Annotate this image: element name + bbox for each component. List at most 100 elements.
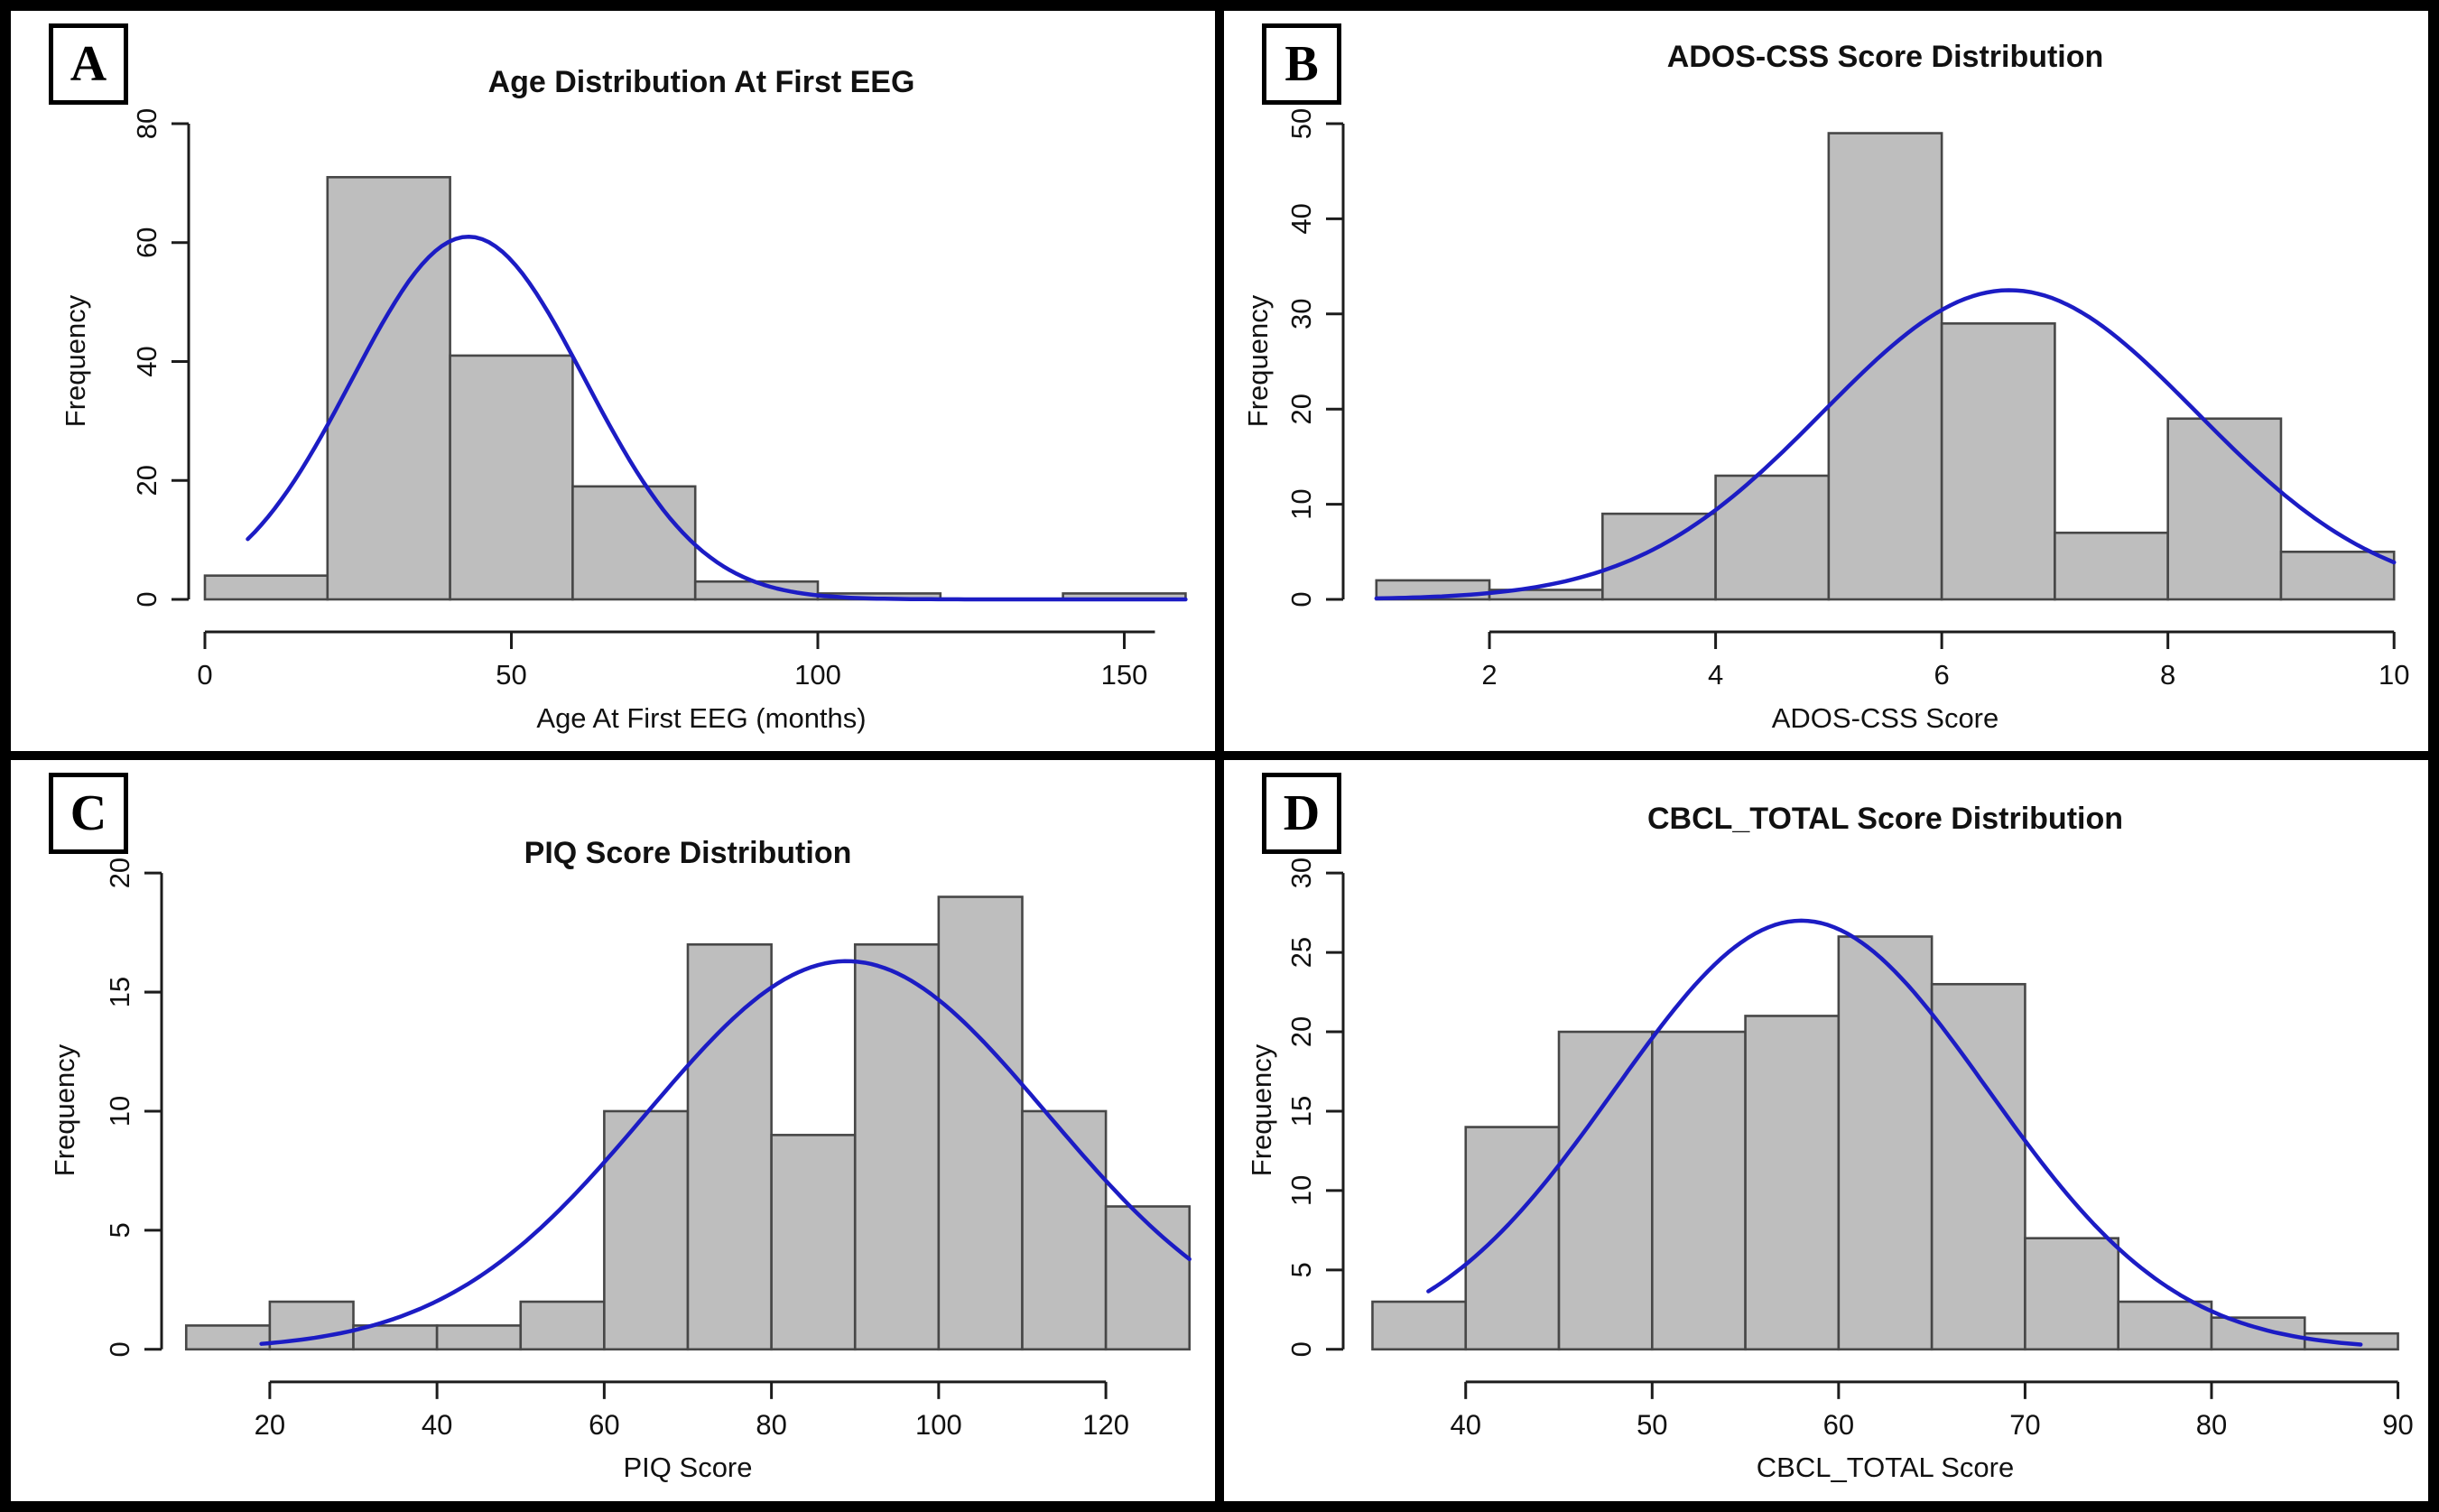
panel-letter: C	[70, 785, 107, 841]
y-tick-label: 60	[131, 227, 162, 258]
y-tick-label: 30	[1285, 299, 1317, 329]
y-tick-label: 40	[131, 346, 162, 376]
histogram-plot: 0 10 20 30 40 50 2 4 6 8 10	[1285, 108, 2409, 691]
histogram-bar	[1930, 982, 2026, 1351]
y-tick-label: 10	[104, 1096, 135, 1127]
x-tick-label: 120	[1082, 1409, 1129, 1441]
normal-curve	[1426, 918, 2363, 1347]
y-tick-label: 25	[1285, 937, 1317, 969]
histogram-bar	[937, 895, 1024, 1351]
normal-curve	[1374, 288, 2397, 601]
normal-curve	[246, 234, 1188, 602]
y-tick-label: 50	[1285, 108, 1317, 139]
histogram-bar	[1021, 1109, 1108, 1351]
y-tick-label: 20	[131, 465, 162, 496]
y-tick-label: 30	[1285, 858, 1317, 889]
histogram-bar	[770, 1134, 857, 1351]
x-tick-label: 50	[496, 659, 526, 691]
histogram-bar	[449, 354, 574, 601]
y-tick-label: 10	[1285, 1175, 1317, 1207]
histogram-bar	[1371, 1300, 1468, 1351]
y-tick-label: 40	[1285, 203, 1317, 234]
histogram-bar	[184, 1324, 272, 1351]
histogram-bar	[519, 1300, 606, 1351]
x-tick-label: 60	[1823, 1409, 1854, 1441]
x-tick-label: 40	[422, 1409, 452, 1441]
chart-title: ADOS-CSS Score Distribution	[1666, 40, 2104, 74]
x-tick-label: 90	[2382, 1409, 2413, 1441]
histogram-bar	[1601, 512, 1717, 601]
panel-letter-box: D	[1262, 773, 1341, 854]
panel-c: C PIQ Score Distribution Frequency PIQ S…	[11, 760, 1215, 1501]
chart-title: Age Distribution At First EEG	[487, 65, 915, 99]
y-tick-label: 20	[1285, 394, 1317, 424]
histogram-bar	[203, 574, 329, 601]
x-tick-label: 4	[1708, 659, 1723, 691]
y-tick-label: 15	[1285, 1096, 1317, 1127]
x-tick-label: 80	[756, 1409, 786, 1441]
histogram-bar	[2166, 417, 2283, 601]
x-axis-label: ADOS-CSS Score	[1771, 702, 1999, 734]
panel-letter-box: A	[49, 23, 128, 105]
panel-letter: B	[1284, 36, 1319, 92]
panel-letter: D	[1283, 785, 1321, 841]
histogram-bar	[1464, 1126, 1561, 1351]
panel-letter: A	[70, 36, 107, 92]
histogram-bar	[1557, 1030, 1654, 1351]
histogram-bar	[686, 942, 773, 1351]
y-tick-label: 20	[104, 858, 135, 889]
histogram-bar	[1104, 1205, 1192, 1351]
x-tick-label: 60	[589, 1409, 619, 1441]
y-tick-label: 0	[131, 591, 162, 607]
x-axis-label: PIQ Score	[623, 1452, 753, 1483]
x-tick-label: 2	[1481, 659, 1497, 691]
histogram-bar	[1827, 132, 1943, 601]
x-axis-label: Age At First EEG (months)	[536, 702, 867, 734]
normal-curve	[259, 959, 1192, 1346]
x-tick-label: 20	[255, 1409, 285, 1441]
y-tick-label: 10	[1285, 488, 1317, 519]
histogram-bar	[2117, 1300, 2213, 1351]
y-tick-label: 5	[104, 1222, 135, 1238]
histogram-bar	[2024, 1237, 2120, 1351]
histogram-bar	[2054, 531, 2169, 601]
histogram-bar	[2279, 550, 2396, 601]
histogram-bar	[435, 1324, 523, 1351]
histogram-plot: 0 5 10 15 20 25 30 40 50 60 70 80 90	[1285, 858, 2414, 1441]
y-tick-label: 20	[1285, 1016, 1317, 1048]
x-tick-label: 100	[915, 1409, 962, 1441]
x-tick-label: 40	[1451, 1409, 1481, 1441]
panel-letter-box: C	[49, 773, 128, 854]
histogram-bar	[1940, 322, 2056, 601]
x-tick-label: 6	[1934, 659, 1950, 691]
x-axis-label: CBCL_TOTAL Score	[1756, 1452, 2015, 1483]
histogram-bar	[2210, 1316, 2306, 1351]
histogram-bar	[571, 485, 697, 601]
y-tick-label: 15	[104, 977, 135, 1008]
y-tick-label: 0	[1285, 591, 1317, 607]
x-tick-label: 8	[2160, 659, 2175, 691]
panel-d: D CBCL_TOTAL Score Distribution Frequenc…	[1224, 760, 2428, 1501]
x-tick-label: 50	[1637, 1409, 1667, 1441]
panel-b: B ADOS-CSS Score Distribution Frequency …	[1224, 11, 2428, 751]
x-tick-label: 150	[1101, 659, 1148, 691]
histogram-bar	[2303, 1331, 2399, 1351]
y-tick-label: 5	[1285, 1262, 1317, 1277]
histogram-bar	[1744, 1015, 1841, 1351]
x-tick-label: 70	[2009, 1409, 2040, 1441]
histogram-plot: 0 20 40 60 80 0 50 100 150	[131, 108, 1188, 691]
histogram-bar	[853, 942, 941, 1351]
x-tick-label: 80	[2196, 1409, 2227, 1441]
x-tick-label: 0	[197, 659, 212, 691]
histogram-bar	[1650, 1030, 1747, 1351]
x-tick-label: 10	[2379, 659, 2409, 691]
histogram-plot: 0 5 10 15 20 20 40 60 80 100 120	[104, 858, 1192, 1441]
x-tick-label: 100	[794, 659, 841, 691]
chart-title: CBCL_TOTAL Score Distribution	[1646, 802, 2124, 836]
chart-title: PIQ Score Distribution	[524, 836, 852, 870]
panel-letter-box: B	[1262, 23, 1341, 105]
y-tick-label: 0	[104, 1341, 135, 1357]
histogram-bar	[603, 1109, 690, 1351]
